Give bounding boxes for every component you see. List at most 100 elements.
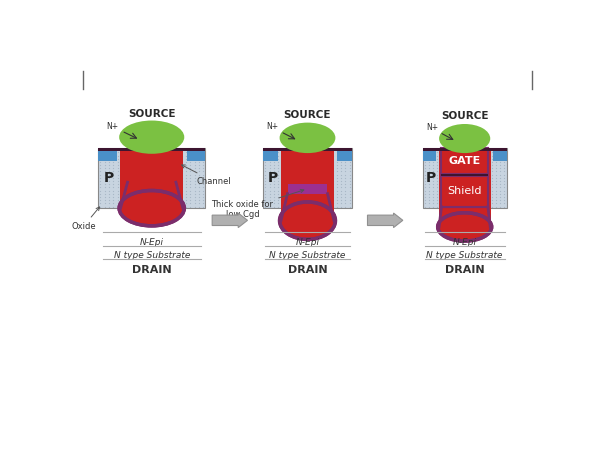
Point — [194, 203, 203, 210]
Point — [164, 155, 173, 162]
Point — [298, 171, 308, 178]
Point — [428, 190, 438, 198]
Point — [260, 145, 270, 153]
Point — [341, 203, 350, 210]
Point — [500, 165, 509, 172]
Point — [121, 197, 131, 204]
Point — [320, 200, 329, 207]
Point — [269, 168, 278, 175]
Point — [117, 165, 127, 172]
Point — [121, 162, 131, 169]
Point — [169, 200, 178, 207]
Point — [458, 177, 467, 184]
Point — [328, 171, 338, 178]
Point — [164, 184, 173, 191]
Point — [332, 152, 342, 159]
Point — [307, 177, 317, 184]
Bar — [423, 148, 506, 151]
Point — [316, 162, 325, 169]
Point — [341, 162, 350, 169]
Point — [466, 180, 476, 188]
Point — [470, 184, 480, 191]
Point — [466, 184, 476, 191]
Text: P: P — [426, 171, 436, 185]
Point — [190, 171, 199, 178]
Text: N+: N+ — [266, 122, 278, 131]
Point — [466, 194, 476, 201]
Point — [316, 184, 325, 191]
Point — [441, 149, 451, 156]
Point — [139, 145, 148, 153]
Point — [433, 171, 442, 178]
Point — [328, 194, 338, 201]
Point — [475, 200, 484, 207]
Point — [483, 180, 493, 188]
Point — [479, 194, 488, 201]
Point — [307, 152, 317, 159]
Point — [307, 155, 317, 162]
Point — [479, 190, 488, 198]
Point — [420, 165, 430, 172]
Point — [462, 145, 472, 153]
Point — [483, 171, 493, 178]
Point — [470, 155, 480, 162]
Point — [277, 149, 287, 156]
Point — [445, 203, 455, 210]
Point — [177, 165, 187, 172]
Point — [324, 190, 334, 198]
Point — [113, 190, 122, 198]
Point — [185, 203, 195, 210]
Point — [139, 180, 148, 188]
Point — [173, 203, 182, 210]
Point — [298, 200, 308, 207]
Point — [286, 197, 295, 204]
Point — [328, 180, 338, 188]
Point — [177, 171, 187, 178]
Point — [109, 203, 118, 210]
Point — [169, 203, 178, 210]
Point — [147, 162, 157, 169]
Point — [311, 177, 321, 184]
Text: N-Epi: N-Epi — [452, 238, 476, 247]
Point — [462, 174, 472, 181]
Point — [428, 165, 438, 172]
Point — [424, 155, 434, 162]
Point — [160, 162, 169, 169]
Point — [269, 200, 278, 207]
Point — [433, 145, 442, 153]
Point — [169, 190, 178, 198]
Point — [445, 174, 455, 181]
Point — [337, 180, 346, 188]
Point — [173, 149, 182, 156]
Point — [483, 187, 493, 194]
Point — [155, 203, 165, 210]
Point — [290, 162, 299, 169]
Point — [491, 168, 501, 175]
Point — [466, 155, 476, 162]
Point — [307, 145, 317, 153]
Point — [273, 168, 283, 175]
Point — [466, 165, 476, 172]
Point — [190, 197, 199, 204]
Point — [190, 180, 199, 188]
Point — [125, 171, 135, 178]
Point — [445, 184, 455, 191]
Point — [95, 152, 105, 159]
Point — [294, 155, 304, 162]
Point — [194, 145, 203, 153]
Bar — [287, 184, 328, 194]
Point — [462, 180, 472, 188]
Point — [345, 177, 355, 184]
Point — [190, 168, 199, 175]
Point — [496, 184, 505, 191]
Point — [466, 203, 476, 210]
Point — [454, 171, 463, 178]
Point — [198, 168, 208, 175]
Point — [294, 177, 304, 184]
Point — [194, 194, 203, 201]
Point — [341, 149, 350, 156]
Point — [125, 197, 135, 204]
Point — [164, 194, 173, 201]
Bar — [442, 176, 488, 207]
Point — [298, 187, 308, 194]
